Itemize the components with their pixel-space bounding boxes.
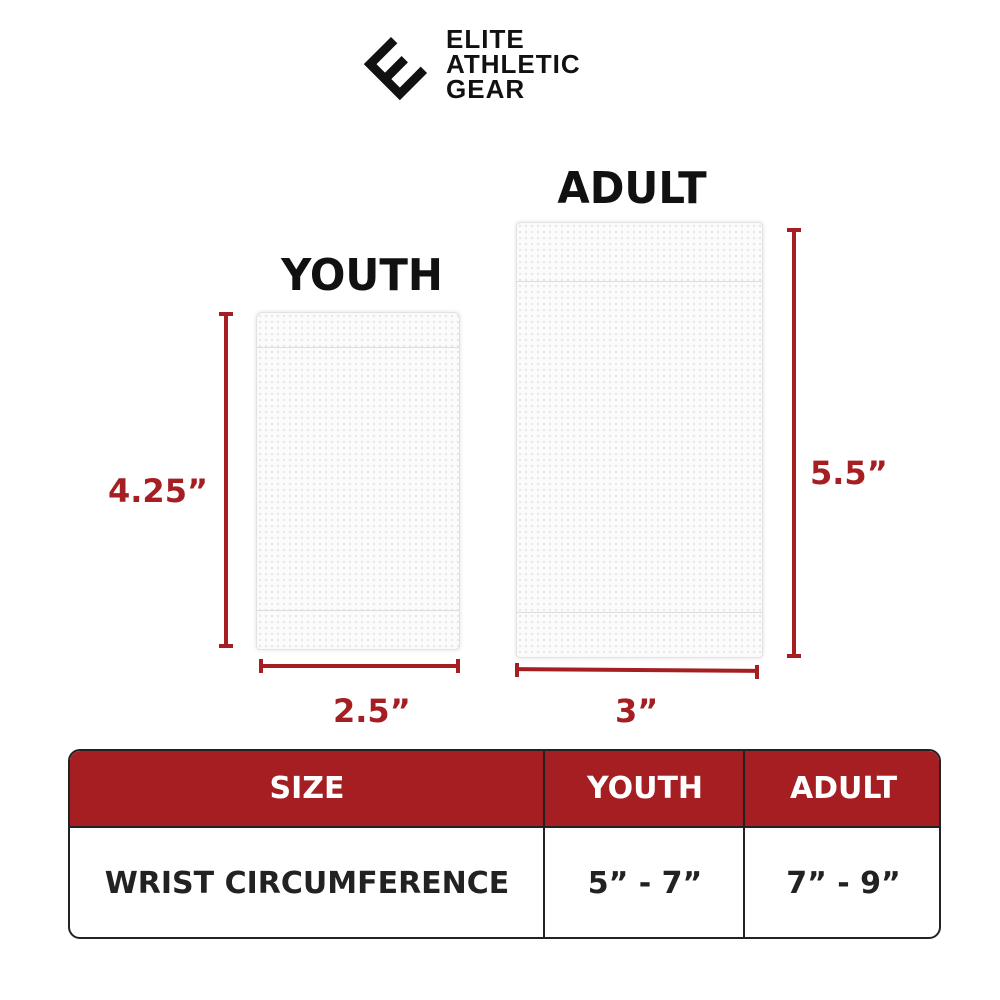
tick — [787, 228, 801, 232]
tick — [456, 659, 460, 673]
logo-line: ATHLETIC — [446, 49, 581, 79]
logo-line: ELITE — [446, 24, 525, 54]
brand-logo-icon — [362, 32, 432, 102]
youth-width-label: 2.5” — [333, 692, 411, 730]
adult-width-line — [515, 667, 759, 673]
logo-line: GEAR — [446, 74, 526, 104]
youth-height-line — [224, 313, 228, 646]
header-adult: ADULT — [789, 771, 898, 806]
header-youth: YOUTH — [586, 771, 704, 806]
adult-value: 7” - 9” — [786, 866, 901, 901]
tick — [219, 312, 233, 316]
adult-title: ADULT — [557, 163, 707, 214]
tick — [755, 665, 759, 679]
column-divider — [543, 751, 545, 937]
adult-sleeve-image — [516, 222, 763, 658]
table-header-row — [70, 751, 939, 828]
youth-width-line — [260, 664, 458, 668]
header-size: SIZE — [269, 771, 345, 806]
size-table: SIZE YOUTH ADULT WRIST CIRCUMFERENCE 5” … — [68, 749, 941, 939]
youth-height-label: 4.25” — [108, 472, 208, 510]
youth-sleeve-image — [256, 312, 460, 650]
tick — [787, 654, 801, 658]
youth-value: 5” - 7” — [587, 866, 703, 901]
brand-logo-text: ELITE ATHLETIC GEAR — [446, 24, 581, 104]
tick — [259, 659, 263, 673]
adult-height-label: 5.5” — [810, 454, 888, 492]
tick — [515, 663, 519, 677]
youth-title: YOUTH — [281, 250, 443, 301]
row-label: WRIST CIRCUMFERENCE — [104, 866, 510, 901]
adult-height-line — [792, 230, 796, 656]
adult-width-label: 3” — [615, 692, 659, 730]
tick — [219, 644, 233, 648]
column-divider — [743, 751, 745, 937]
